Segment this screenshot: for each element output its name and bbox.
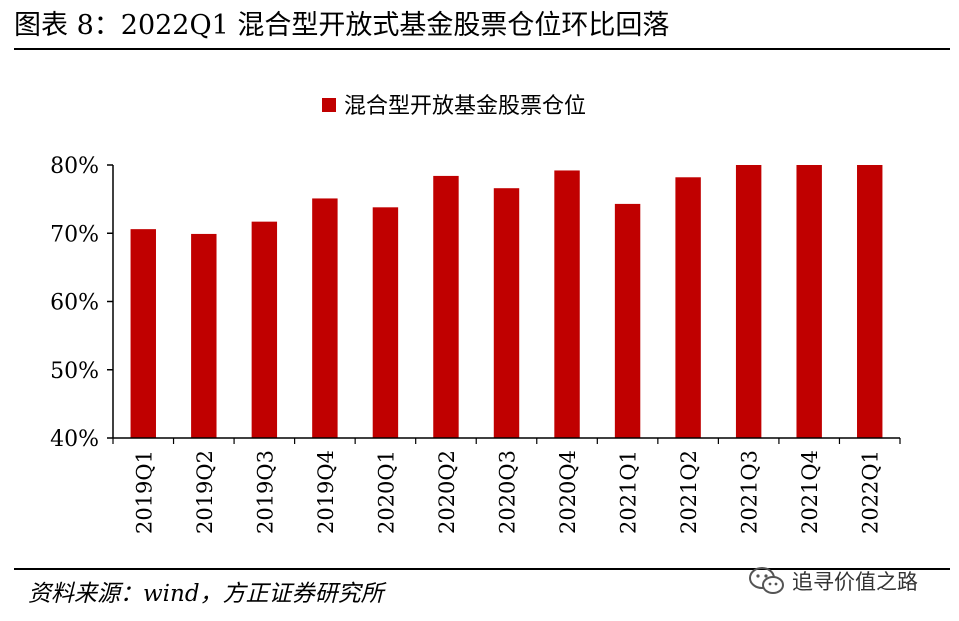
bar: [554, 170, 580, 438]
x-tick-label: 2019Q2: [193, 450, 217, 534]
watermark-text: 追寻价值之路: [792, 570, 918, 594]
legend-swatch: [322, 98, 336, 112]
source-note: 资料来源：wind，方正证券研究所: [28, 581, 384, 607]
bar: [130, 229, 156, 438]
title-rule: [14, 48, 950, 50]
x-tick-label: 2020Q2: [435, 450, 459, 534]
legend-label: 混合型开放基金股票仓位: [344, 94, 586, 119]
bar: [493, 188, 520, 438]
figure-title: 图表 8：2022Q1 混合型开放式基金股票仓位环比回落: [14, 10, 670, 41]
bar: [312, 198, 338, 438]
wechat-icon: [749, 567, 784, 594]
bar: [857, 165, 883, 438]
x-tick-label: 2019Q1: [132, 450, 156, 534]
x-tick-label: 2019Q3: [253, 450, 277, 534]
y-tick-label: 60%: [50, 291, 99, 316]
watermark: 追寻价值之路: [748, 566, 918, 596]
bar: [372, 207, 399, 438]
x-tick-label: 2021Q4: [798, 450, 822, 534]
y-tick-label: 80%: [50, 154, 99, 179]
bar: [433, 175, 459, 439]
bar: [735, 165, 762, 438]
y-tick-label: 70%: [50, 222, 99, 247]
y-tick-label: 50%: [50, 359, 99, 384]
x-axis: 2019Q1 2019Q2 2019Q3 2019Q4 2020Q1 2020Q2 2020…: [112, 437, 901, 534]
y-axis: 80% 70% 60% 50% 40%: [50, 154, 114, 452]
x-tick-label: 2020Q3: [496, 450, 520, 534]
legend: 混合型开放基金股票仓位: [322, 94, 586, 119]
x-tick-label: 2020Q4: [556, 450, 580, 534]
x-tick-label: 2021Q1: [617, 450, 641, 534]
y-tick-label: 40%: [50, 427, 99, 452]
bar: [251, 221, 278, 438]
x-tick-label: 2020Q1: [374, 450, 398, 534]
x-tick-label: 2019Q4: [314, 450, 338, 534]
bar: [796, 165, 822, 438]
bar: [675, 177, 701, 438]
footer-rule: [14, 568, 950, 570]
x-tick-label: 2021Q2: [677, 450, 701, 534]
bar: [191, 233, 217, 438]
bars: [130, 165, 883, 439]
x-tick-label: 2021Q3: [738, 450, 762, 534]
x-tick-label: 2022Q1: [859, 450, 883, 534]
bar-chart: 混合型开放基金股票仓位 80% 70% 60% 50% 40% 2019Q1 2019Q2…: [50, 94, 901, 534]
bar: [614, 203, 641, 438]
